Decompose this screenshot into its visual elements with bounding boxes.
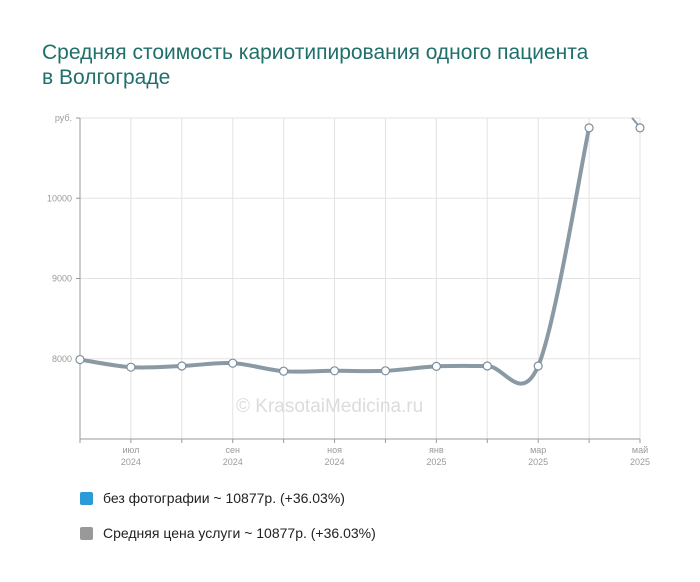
legend-swatch: [80, 526, 93, 540]
watermark: © KrasotaiMedicina.ru: [236, 396, 424, 417]
data-point: [126, 362, 136, 372]
x-tick-label: мар: [530, 445, 546, 455]
data-point: [431, 361, 441, 371]
y-tick-label: 9000: [52, 274, 72, 284]
x-tick-year-label: 2024: [325, 457, 345, 467]
y-axis-ticks: 8000 9000 10000 руб.: [47, 113, 80, 364]
legend-label: без фотографии ~ 10877р. (+36.03%): [103, 490, 345, 506]
y-tick-label: 10000: [47, 193, 72, 203]
x-tick-label: янв: [429, 445, 444, 455]
grid: [80, 117, 641, 439]
y-tick-label: 8000: [52, 354, 72, 364]
x-axis-ticks: июл 2024 сен 2024 ноя 2024 янв 2025 мар 2025 май 20…: [79, 439, 650, 467]
line-chart: 8000 9000 10000 руб. июл 2024 сен 2024 ноя 2024 я…: [47, 113, 650, 467]
x-tick-label: май: [632, 445, 648, 455]
legend-swatch: [80, 491, 93, 505]
x-tick-label: ноя: [327, 445, 342, 455]
x-tick-year-label: 2024: [223, 457, 243, 467]
data-point: [584, 123, 594, 133]
legend-item-average-price[interactable]: Средняя цена услуги ~ 10877р. (+36.03%): [80, 523, 376, 543]
data-point: [279, 366, 289, 376]
x-tick-year-label: 2025: [630, 457, 650, 467]
y-tick-label: руб.: [55, 113, 72, 123]
x-tick-year-label: 2025: [528, 457, 548, 467]
data-point: [533, 361, 543, 371]
series-line-stub: [631, 117, 639, 126]
chart-title: Средняя стоимость кариотипирования одног…: [42, 41, 589, 89]
data-points: [75, 123, 645, 376]
data-point: [75, 354, 85, 365]
data-point: [177, 361, 187, 371]
legend-label: Средняя цена услуги ~ 10877р. (+36.03%): [103, 525, 376, 541]
data-point: [635, 123, 645, 133]
series: [78, 117, 639, 386]
legend-item-no-photo[interactable]: без фотографии ~ 10877р. (+36.03%): [80, 488, 376, 508]
x-tick-label: сен: [225, 445, 240, 455]
legend: без фотографии ~ 10877р. (+36.03%) Средн…: [80, 488, 376, 543]
data-point: [228, 358, 238, 368]
x-tick-year-label: 2024: [121, 457, 141, 467]
data-point: [482, 361, 492, 371]
data-point: [329, 366, 340, 376]
x-tick-year-label: 2025: [426, 457, 446, 467]
x-tick-label: июл: [122, 445, 139, 455]
data-point: [380, 366, 391, 376]
